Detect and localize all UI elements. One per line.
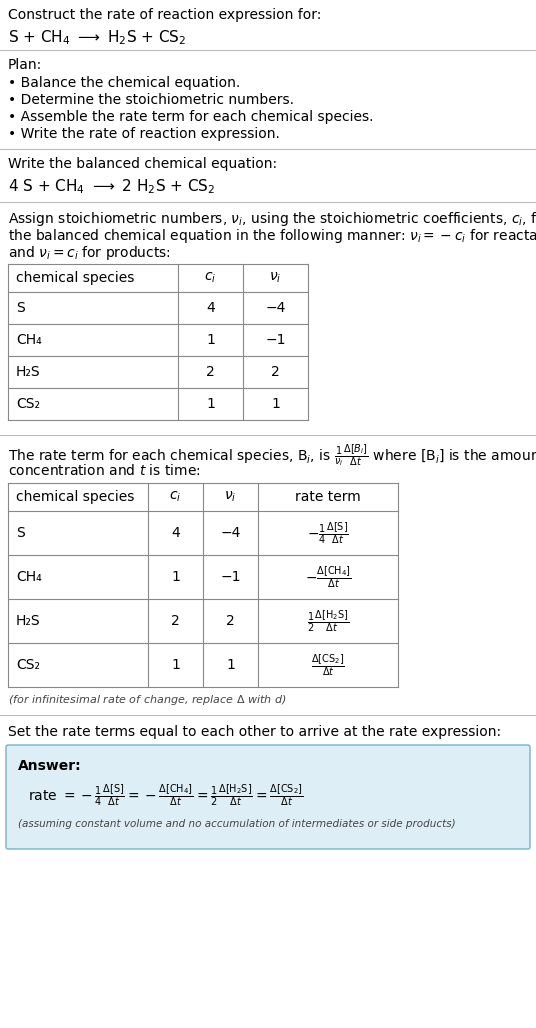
Text: $\frac{1}{2}\frac{\Delta[\mathrm{H_2S}]}{\Delta t}$: $\frac{1}{2}\frac{\Delta[\mathrm{H_2S}]}… [307,609,349,634]
Text: 1: 1 [206,333,215,347]
Text: −4: −4 [265,301,286,315]
Text: Write the balanced chemical equation:: Write the balanced chemical equation: [8,157,277,171]
Text: 4: 4 [206,301,215,315]
Text: • Balance the chemical equation.: • Balance the chemical equation. [8,76,240,90]
Text: chemical species: chemical species [16,490,135,504]
Text: $\frac{\Delta[\mathrm{CS_2}]}{\Delta t}$: $\frac{\Delta[\mathrm{CS_2}]}{\Delta t}$ [311,652,345,677]
Text: Construct the rate of reaction expression for:: Construct the rate of reaction expressio… [8,8,322,22]
Text: Plan:: Plan: [8,58,42,72]
Text: rate $= -\frac{1}{4}\frac{\Delta[\mathrm{S}]}{\Delta t} = -\frac{\Delta[\mathrm{: rate $= -\frac{1}{4}\frac{\Delta[\mathrm… [28,782,303,808]
Text: chemical species: chemical species [16,271,135,285]
Text: −1: −1 [220,570,241,584]
Text: $\nu_i$: $\nu_i$ [269,270,282,285]
Text: (for infinitesimal rate of change, replace $\Delta$ with $d$): (for infinitesimal rate of change, repla… [8,693,287,707]
Text: 1: 1 [206,397,215,411]
Text: 4: 4 [171,526,180,540]
Text: S + CH$_4$ $\longrightarrow$ H$_2$S + CS$_2$: S + CH$_4$ $\longrightarrow$ H$_2$S + CS… [8,28,187,46]
Text: 2: 2 [206,365,215,379]
Text: −4: −4 [220,526,241,540]
Text: S: S [16,526,25,540]
Text: Answer:: Answer: [18,759,81,773]
Text: 2: 2 [271,365,280,379]
Text: $-\frac{1}{4}\frac{\Delta[\mathrm{S}]}{\Delta t}$: $-\frac{1}{4}\frac{\Delta[\mathrm{S}]}{\… [307,520,349,546]
Text: 2: 2 [171,614,180,628]
Text: Set the rate terms equal to each other to arrive at the rate expression:: Set the rate terms equal to each other t… [8,725,501,739]
Text: CH₄: CH₄ [16,333,42,347]
Text: $-\frac{\Delta[\mathrm{CH_4}]}{\Delta t}$: $-\frac{\Delta[\mathrm{CH_4}]}{\Delta t}… [304,564,351,590]
Text: $\nu_i$: $\nu_i$ [224,489,237,504]
Text: • Write the rate of reaction expression.: • Write the rate of reaction expression. [8,127,280,141]
FancyBboxPatch shape [6,745,530,849]
Text: (assuming constant volume and no accumulation of intermediates or side products): (assuming constant volume and no accumul… [18,819,456,829]
Text: The rate term for each chemical species, B$_i$, is $\frac{1}{\nu_i}\frac{\Delta[: The rate term for each chemical species,… [8,443,536,469]
Text: 4 S + CH$_4$ $\longrightarrow$ 2 H$_2$S + CS$_2$: 4 S + CH$_4$ $\longrightarrow$ 2 H$_2$S … [8,177,215,195]
Text: CH₄: CH₄ [16,570,42,584]
Text: 1: 1 [271,397,280,411]
Text: Assign stoichiometric numbers, $\nu_i$, using the stoichiometric coefficients, $: Assign stoichiometric numbers, $\nu_i$, … [8,210,536,228]
Text: rate term: rate term [295,490,361,504]
Text: • Assemble the rate term for each chemical species.: • Assemble the rate term for each chemic… [8,110,374,124]
Text: concentration and $t$ is time:: concentration and $t$ is time: [8,463,200,478]
Text: and $\nu_i = c_i$ for products:: and $\nu_i = c_i$ for products: [8,244,171,262]
Text: 1: 1 [171,570,180,584]
Text: the balanced chemical equation in the following manner: $\nu_i = -c_i$ for react: the balanced chemical equation in the fo… [8,227,536,245]
Text: H₂S: H₂S [16,614,41,628]
Text: 2: 2 [226,614,235,628]
Text: 1: 1 [171,658,180,672]
Text: CS₂: CS₂ [16,397,40,411]
Text: H₂S: H₂S [16,365,41,379]
Text: S: S [16,301,25,315]
Text: CS₂: CS₂ [16,658,40,672]
Text: $c_i$: $c_i$ [204,270,217,285]
Text: 1: 1 [226,658,235,672]
Text: −1: −1 [265,333,286,347]
Text: $c_i$: $c_i$ [169,489,182,504]
Text: • Determine the stoichiometric numbers.: • Determine the stoichiometric numbers. [8,93,294,107]
